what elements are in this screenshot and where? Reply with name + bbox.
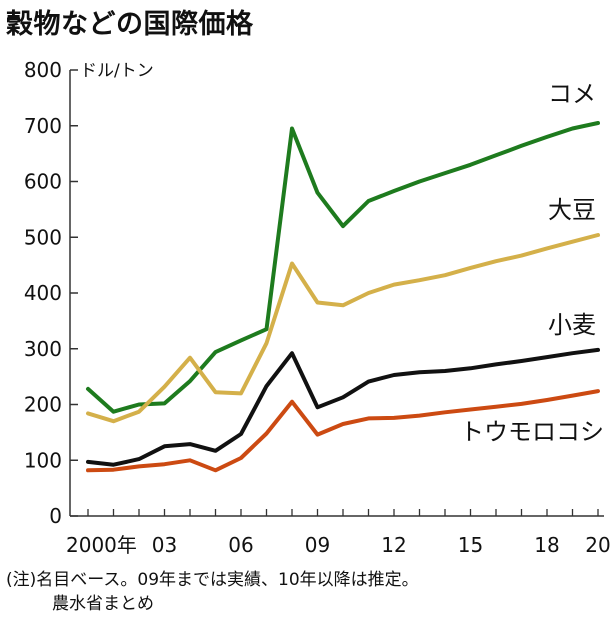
y-tick-label: 200 (24, 393, 62, 417)
y-tick-label: 700 (24, 114, 62, 138)
series-line (86, 347, 600, 467)
x-tick-label: 20 (585, 533, 610, 557)
x-tick-label: 18 (534, 533, 559, 557)
series-label: 大豆 (548, 196, 596, 224)
series-label: 小麦 (548, 311, 596, 339)
y-axis-unit-label: ドル/トン (80, 61, 154, 81)
series-line (86, 233, 600, 424)
y-tick-label: 600 (24, 170, 62, 194)
series-group (86, 121, 600, 473)
x-tick-label: 12 (381, 533, 406, 557)
y-tick-label: 800 (24, 58, 62, 82)
series-line (86, 389, 600, 473)
series-label: トウモロコシ (460, 418, 604, 446)
x-tick-label: 15 (458, 533, 483, 557)
x-tick-label: 03 (152, 533, 177, 557)
footnote: (注)名目ベース。09年までは実績、10年以降は推定。 農水省まとめ (6, 568, 419, 616)
series-label: コメ (548, 80, 596, 108)
footnote-line-2: 農水省まとめ (52, 594, 154, 614)
y-tick-label: 300 (24, 337, 62, 361)
x-tick-label: 2000年 (66, 533, 137, 557)
x-tick-label: 09 (305, 533, 330, 557)
footnote-line-1: (注)名目ベース。09年までは実績、10年以降は推定。 (6, 570, 419, 590)
chart-title: 穀物などの国際価格 (6, 9, 254, 40)
y-tick-label: 0 (49, 504, 62, 528)
y-tick-label: 400 (24, 281, 62, 305)
y-tick-label: 500 (24, 225, 62, 249)
series-line (86, 121, 600, 414)
x-tick-label: 06 (228, 533, 253, 557)
line-chart: 0 100 200 300 400 500 600 700 800 2000年 03 06 09 12 15… (24, 58, 611, 557)
y-tick-label: 100 (24, 448, 62, 472)
axes: 0 100 200 300 400 500 600 700 800 2000年 03 06 09 12 15… (24, 58, 611, 557)
